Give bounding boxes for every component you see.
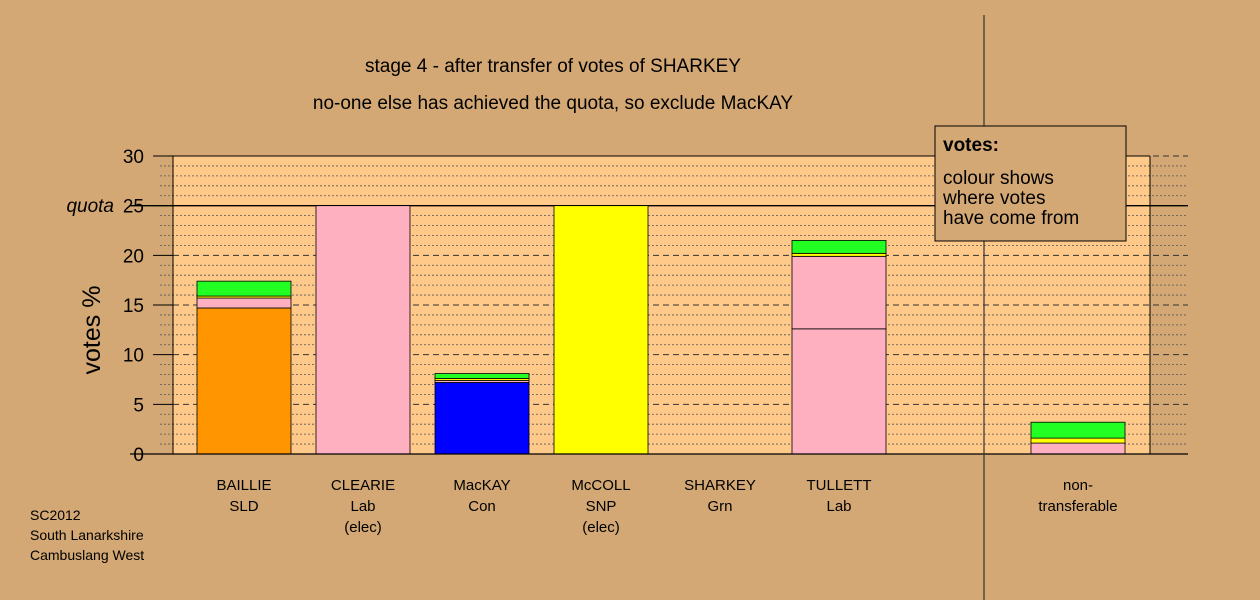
y-tick-label: 25 <box>123 197 144 218</box>
x-tick-label: non- <box>1063 477 1093 494</box>
legend-title: votes: <box>943 135 999 156</box>
x-tick-label: SNP <box>586 498 617 515</box>
legend-line: have come from <box>943 208 1079 229</box>
bar-segment <box>1030 442 1126 455</box>
bar-segment <box>196 297 292 309</box>
x-tick-label: CLEARIE <box>331 477 395 494</box>
bar-segment <box>791 255 887 330</box>
x-tick-label: SLD <box>229 498 258 515</box>
bar-segment <box>315 205 411 455</box>
x-tick-label: Con <box>468 498 496 515</box>
x-tick-label: transferable <box>1038 498 1117 515</box>
chart-title: stage 4 - after transfer of votes of SHA… <box>365 56 741 77</box>
y-tick-label: 10 <box>123 346 144 367</box>
x-tick-label: MacKAY <box>453 477 510 494</box>
bar-segment <box>434 382 530 455</box>
x-tick-label: Lab <box>350 498 375 515</box>
bar-segment <box>1030 421 1126 439</box>
x-tick-label: (elec) <box>344 519 382 536</box>
bar-segment <box>553 205 649 455</box>
legend-line: colour shows <box>943 168 1054 189</box>
bar-segment <box>791 240 887 254</box>
bars <box>196 205 1126 455</box>
x-tick-label: TULLETT <box>806 477 871 494</box>
x-tick-label: McCOLL <box>571 477 630 494</box>
footer-line: South Lanarkshire <box>30 527 144 543</box>
x-tick-label: Lab <box>826 498 851 515</box>
y-tick-label: 20 <box>123 246 144 267</box>
y-tick-label: 15 <box>123 296 144 317</box>
bar-segment <box>434 373 530 379</box>
y-tick-label: 30 <box>123 147 144 168</box>
x-tick-label: Grn <box>707 498 732 515</box>
legend-line: where votes <box>942 188 1045 209</box>
footer: SC2012 South Lanarkshire Cambuslang West <box>30 505 144 565</box>
legend: votes: colour shows where votes have com… <box>934 125 1127 242</box>
legend-box <box>934 125 1127 242</box>
y-tick-label: 5 <box>133 395 144 416</box>
footer-line: Cambuslang West <box>30 547 145 563</box>
bar-segment <box>196 280 292 297</box>
x-axis-labels: BAILLIE SLD CLEARIE Lab (elec) MacKAY Con McCOL… <box>216 477 1117 536</box>
bar-segment <box>791 328 887 455</box>
quota-label: quota <box>66 196 114 217</box>
bar-segment <box>791 252 887 257</box>
y-axis-ticks: 0 5 10 15 20 25 30 <box>123 147 173 466</box>
footer-line: SC2012 <box>30 507 81 523</box>
y-tick-label: 0 <box>133 445 144 466</box>
x-tick-label: SHARKEY <box>684 477 756 494</box>
x-tick-label: (elec) <box>582 519 620 536</box>
chart-subtitle: no-one else has achieved the quota, so e… <box>313 93 794 114</box>
x-tick-label: BAILLIE <box>216 477 271 494</box>
bar-segment <box>1030 437 1126 444</box>
bar-segment <box>196 307 292 455</box>
y-axis-label: votes % <box>78 286 106 375</box>
